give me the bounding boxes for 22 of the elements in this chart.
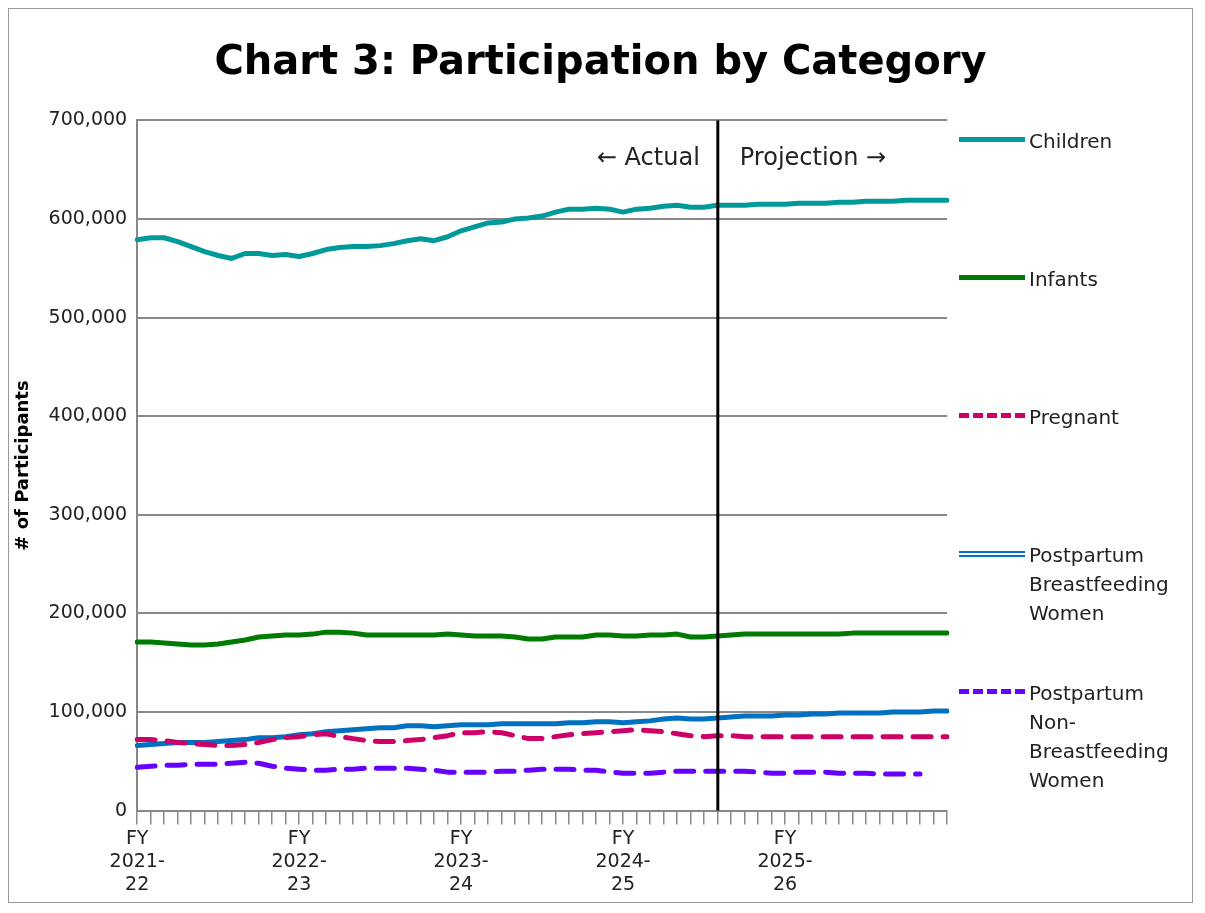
y-tick-label: 200,000 <box>48 600 128 623</box>
chart-title: Chart 3: Participation by Category <box>213 36 988 85</box>
x-tick-label: FY 2021-22 <box>109 825 165 894</box>
y-tick-label: 500,000 <box>48 304 128 327</box>
y-tick-label: 600,000 <box>48 205 128 228</box>
legend-label: Infants <box>1029 266 1099 293</box>
x-tick-label: FY 2025-26 <box>757 825 813 894</box>
y-tick-label: 400,000 <box>48 403 128 426</box>
y-axis-title: # of Participants <box>11 380 33 551</box>
x-tick-label: FY 2024-25 <box>595 825 651 894</box>
legend-label: Pregnant <box>1029 404 1120 431</box>
y-tick-label: 300,000 <box>48 501 128 524</box>
annotation: Projection → <box>739 142 887 171</box>
annotation: ← Actual <box>596 142 700 171</box>
y-tick-label: 0 <box>115 797 128 820</box>
x-tick-label: FY 2022-23 <box>271 825 327 894</box>
x-tick-label: FY 2023-24 <box>433 825 489 894</box>
legend-label: Postpartum Breastfeeding Women <box>1029 542 1170 627</box>
y-tick-label: 700,000 <box>48 107 128 130</box>
y-tick-label: 100,000 <box>48 698 128 721</box>
legend-label: Children <box>1029 128 1114 155</box>
legend-label: Postpartum Non-Breastfeeding Women <box>1029 680 1170 794</box>
